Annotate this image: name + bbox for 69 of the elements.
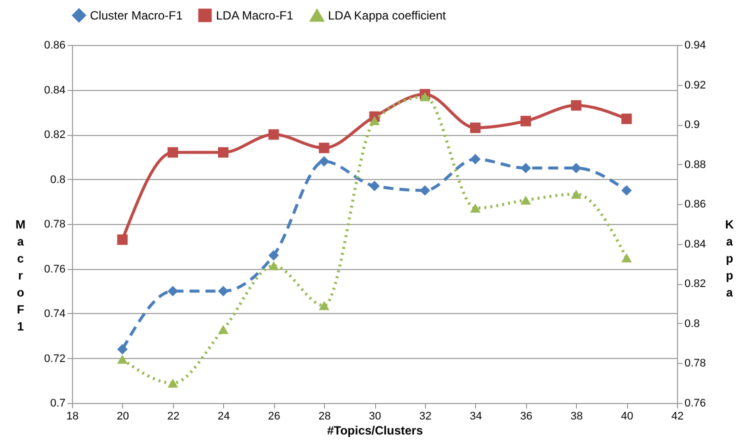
y2-tick-label: 0.78 xyxy=(684,358,706,370)
legend-label: Cluster Macro-F1 xyxy=(90,8,184,22)
point xyxy=(117,354,128,364)
point xyxy=(570,100,582,111)
point xyxy=(621,185,632,196)
point xyxy=(520,196,531,205)
legend-label: LDA Kappa coefficient xyxy=(328,8,447,23)
point xyxy=(318,156,330,167)
point xyxy=(470,154,481,164)
point xyxy=(470,204,481,213)
y-tick-label: 0.82 xyxy=(44,129,66,141)
y2-tick-label: 0.92 xyxy=(684,79,706,92)
point xyxy=(520,116,531,126)
x-tick-label: 30 xyxy=(368,410,382,422)
point xyxy=(369,180,380,192)
point xyxy=(420,185,430,196)
x-tick-label: 24 xyxy=(218,410,230,422)
y2-tick-label: 0.94 xyxy=(684,40,706,52)
y2-tick-label: 0.8 xyxy=(684,318,700,330)
x-tick-label: 28 xyxy=(318,410,331,422)
y-tick-label: 0.74 xyxy=(44,308,66,320)
y2-tick-label: 0.84 xyxy=(684,238,706,250)
point xyxy=(218,324,228,334)
y2-tick-label: 0.86 xyxy=(684,198,706,211)
y-tick-label: 0.72 xyxy=(44,352,66,365)
point xyxy=(318,301,330,310)
point xyxy=(621,253,632,262)
x-tick-label: 26 xyxy=(268,410,280,422)
point xyxy=(218,147,228,158)
legend-label: LDA Macro-F1 xyxy=(216,8,294,22)
y-tick-label: 0.7 xyxy=(50,398,66,410)
x-tick-label: 38 xyxy=(570,410,583,422)
y2-tick-label: 0.82 xyxy=(684,278,706,290)
y-axis-title: Macro F1 xyxy=(16,218,26,334)
point xyxy=(218,286,228,296)
point xyxy=(369,116,380,126)
point xyxy=(621,114,632,124)
point xyxy=(470,122,481,134)
x-tick-label: 18 xyxy=(66,410,79,422)
x-tick-label: 36 xyxy=(520,410,532,422)
x-tick-label: 34 xyxy=(470,410,482,422)
point xyxy=(117,344,128,355)
point xyxy=(268,129,279,140)
x-tick-label: 42 xyxy=(671,410,684,422)
point xyxy=(168,147,178,158)
x-tick-label: 32 xyxy=(419,410,432,422)
x-tick-label: 20 xyxy=(116,410,130,422)
x-tick-label: 40 xyxy=(620,410,634,422)
point xyxy=(117,234,128,245)
y-tick-label: 0.78 xyxy=(44,218,66,230)
y2-tick-label: 0.76 xyxy=(684,398,706,410)
y-tick-label: 0.76 xyxy=(44,263,66,276)
point xyxy=(570,190,582,199)
point xyxy=(570,162,582,174)
y2-tick-label: 0.88 xyxy=(684,158,706,171)
y-tick-label: 0.8 xyxy=(50,174,66,186)
y-tick-label: 0.84 xyxy=(44,84,66,96)
x-axis-title: #Topics/Clusters xyxy=(327,424,424,438)
point xyxy=(268,261,279,270)
point xyxy=(420,92,430,102)
point xyxy=(520,162,531,174)
point xyxy=(168,378,178,388)
point xyxy=(268,250,279,261)
y2-tick-label: 0.9 xyxy=(684,119,700,132)
y-tick-label: 0.86 xyxy=(44,40,66,52)
point xyxy=(318,142,330,154)
x-tick-label: 22 xyxy=(167,410,180,422)
y2-axis-title: Kappa xyxy=(725,218,734,300)
point xyxy=(168,286,178,296)
